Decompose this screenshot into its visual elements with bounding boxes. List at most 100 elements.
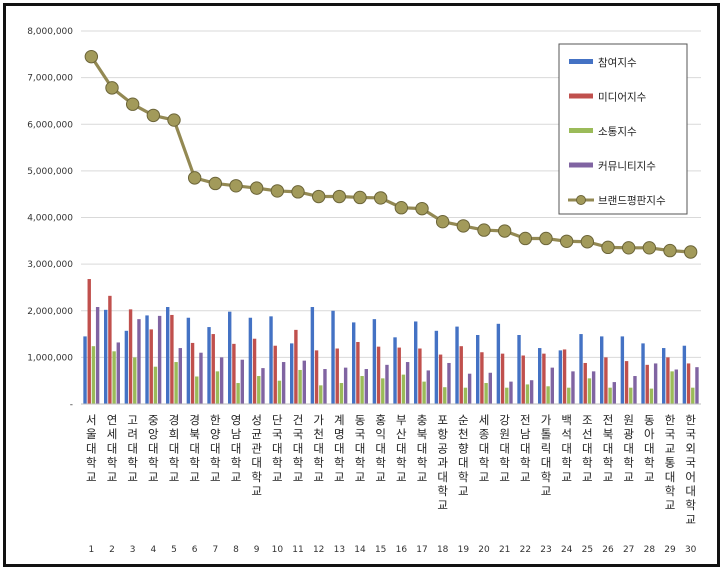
rank-label: 20 <box>478 545 490 555</box>
bar <box>666 357 670 404</box>
line-point <box>125 97 140 111</box>
bar <box>87 279 91 404</box>
rank-label: 19 <box>458 545 470 555</box>
bar <box>612 382 616 404</box>
y-tick-label: 1,000,000 <box>27 353 73 363</box>
line-point <box>683 245 698 259</box>
legend-marker <box>576 195 586 205</box>
bar <box>546 386 550 404</box>
bar <box>686 363 691 404</box>
bar <box>500 353 505 404</box>
rank-label: 25 <box>582 545 593 555</box>
bar <box>91 346 96 404</box>
line-point <box>477 223 491 237</box>
legend-label: 참여지수 <box>598 57 637 69</box>
brand-reputation-chart: - 1,000,000 2,000,000 3,000,000 4,000,000 5,0… <box>27 27 701 555</box>
bar <box>426 370 430 404</box>
bar <box>455 326 459 404</box>
bar <box>397 347 401 404</box>
bar <box>434 330 439 404</box>
bar <box>364 369 368 404</box>
line-point <box>663 243 677 258</box>
line-point <box>580 235 595 249</box>
line-point <box>84 49 99 64</box>
bar <box>219 357 224 404</box>
rank-label: 21 <box>499 545 510 555</box>
bar <box>339 383 344 404</box>
rank-label: 30 <box>685 545 697 555</box>
bar <box>509 381 513 404</box>
bar <box>228 311 232 404</box>
rank-label: 1 <box>88 545 94 555</box>
bar <box>401 374 406 404</box>
bar <box>277 380 282 404</box>
bar <box>269 316 273 404</box>
bar <box>600 336 604 404</box>
y-tick-label: 7,000,000 <box>27 74 73 84</box>
bar <box>174 362 178 404</box>
line-point <box>105 81 119 95</box>
bar <box>248 317 253 404</box>
rank-label: 16 <box>396 545 408 555</box>
legend-swatch <box>569 128 593 133</box>
bar <box>542 353 546 404</box>
bar <box>232 343 236 404</box>
x-axis: 서 울 대 학 교 1 연 세 대 학 교 2 고 려 대 학 교 3 중 앙 대 학 교 4 경 희 대 학 교 5 경 북 대 학 교 6 한 양 대 학… <box>81 403 701 555</box>
rank-label: 22 <box>520 545 531 555</box>
legend-label: 브랜드평판지수 <box>598 195 666 207</box>
bar <box>215 371 220 404</box>
bar <box>261 368 265 404</box>
rank-label: 11 <box>292 545 303 555</box>
rank-label: 24 <box>561 545 573 555</box>
bar <box>525 384 530 404</box>
bar <box>128 309 133 404</box>
line-point <box>415 201 429 216</box>
bar <box>356 341 360 404</box>
bar <box>505 387 509 404</box>
bar <box>550 367 554 404</box>
bar <box>529 380 534 404</box>
legend-label: 미디어지수 <box>598 92 647 104</box>
bar <box>620 336 625 404</box>
rank-label: 17 <box>416 545 427 555</box>
bar <box>467 373 472 404</box>
rank-label: 18 <box>437 545 449 555</box>
bar <box>608 387 612 404</box>
bar <box>447 362 451 404</box>
rank-label: 2 <box>109 545 115 555</box>
line-point <box>497 224 512 238</box>
bar <box>112 351 116 404</box>
line-point <box>518 231 533 246</box>
bar <box>343 367 348 404</box>
bar <box>360 376 364 404</box>
bar <box>137 319 141 404</box>
rank-label: 29 <box>664 545 676 555</box>
line-point <box>229 179 243 193</box>
bar <box>323 369 327 404</box>
bar <box>562 349 567 404</box>
rank-label: 14 <box>354 545 366 555</box>
bar <box>422 381 426 404</box>
line-point <box>601 240 615 255</box>
bar <box>211 334 215 404</box>
legend-swatch <box>569 93 593 99</box>
line-point <box>353 190 367 205</box>
bar <box>319 385 323 404</box>
line-point <box>208 176 223 191</box>
line-point <box>249 181 264 195</box>
y-axis: - 1,000,000 2,000,000 3,000,000 4,000,000 5,0… <box>27 27 73 410</box>
y-tick-label: 6,000,000 <box>27 120 73 130</box>
